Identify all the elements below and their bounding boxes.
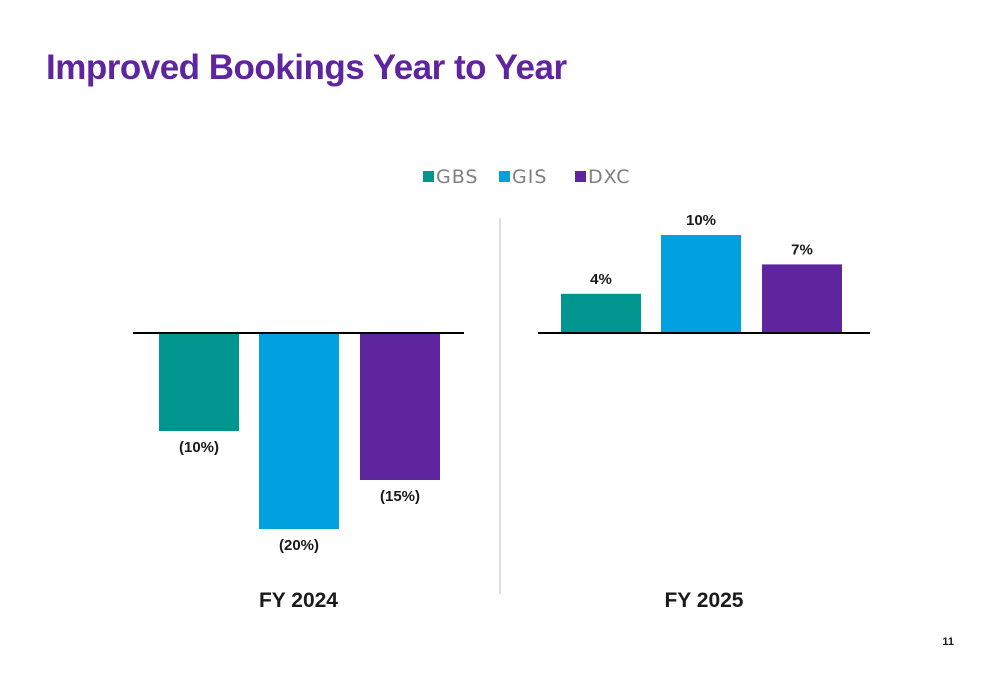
- legend-swatch-dxc: [575, 171, 586, 182]
- legend-label-gbs: GBS: [436, 166, 478, 188]
- bar-dxc: [762, 264, 842, 333]
- legend-swatch-gis: [499, 171, 510, 182]
- data-label-dxc: 7%: [791, 241, 813, 258]
- bar-gbs: [561, 293, 641, 333]
- legend-label-dxc: DXC: [588, 166, 631, 188]
- bar-gis: [661, 235, 741, 333]
- chart-legend: GBS GIS DXC: [423, 166, 631, 188]
- data-label-gis: 10%: [686, 212, 716, 229]
- data-label-dxc: (15%): [380, 488, 420, 505]
- group-label: FY 2025: [664, 589, 743, 612]
- bar-gbs: [159, 333, 239, 431]
- data-label-gbs: 4%: [590, 271, 612, 288]
- page-number: 11: [942, 636, 954, 648]
- chart-panel-fy-2024: (10%) (20%) (15%) FY 2024: [133, 332, 464, 612]
- group-label: FY 2024: [259, 589, 338, 612]
- chart-panels: (10%) (20%) (15%) FY 2024 4% 10% 7% FY 2025: [133, 212, 870, 612]
- bar-dxc: [360, 333, 440, 480]
- data-label-gis: (20%): [279, 537, 319, 554]
- legend-swatch-gbs: [423, 171, 434, 182]
- page-title: Improved Bookings Year to Year: [46, 48, 567, 87]
- bar-gis: [259, 333, 339, 529]
- chart-panel-fy-2025: 4% 10% 7% FY 2025: [538, 212, 870, 612]
- legend-label-gis: GIS: [512, 166, 547, 188]
- data-label-gbs: (10%): [179, 439, 219, 456]
